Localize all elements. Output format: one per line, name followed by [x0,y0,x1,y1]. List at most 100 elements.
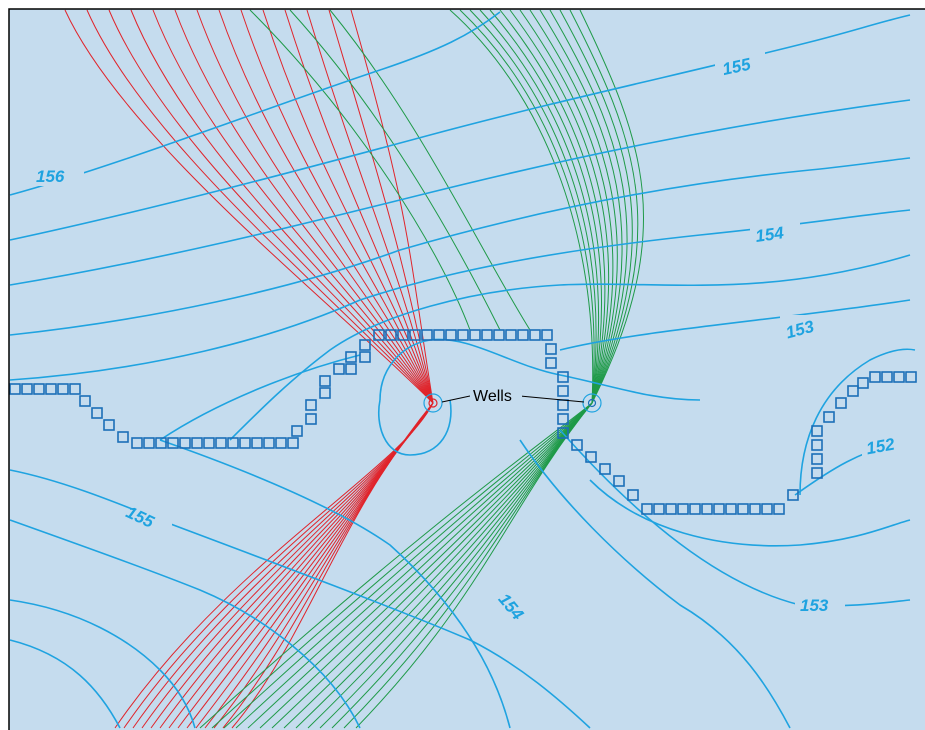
boundary-cell [421,329,433,341]
red-flow-line [262,9,434,404]
boundary-cell [117,431,129,443]
boundary-cell [103,419,115,431]
contour-line [9,599,196,729]
boundary-cell [359,339,371,351]
red-flow-line [152,9,434,404]
boundary-cell [167,437,179,449]
map-frame [8,8,925,730]
green-flow-line [529,9,618,404]
boundary-cell [91,407,103,419]
well-right [587,398,597,408]
boundary-cell [869,371,881,383]
boundary-cell [215,437,227,449]
green-flow-line [469,9,597,404]
boundary-cell [665,503,677,515]
boundary-cell [33,383,45,395]
green-flow-line [199,402,593,729]
boundary-cell [529,329,541,341]
boundary-cell [275,437,287,449]
boundary-cell [345,351,357,363]
contour-label-156: 156 [36,167,65,186]
boundary-cell [79,395,91,407]
contour-line [799,348,916,496]
boundary-cell [385,329,397,341]
boundary-cell [481,329,493,341]
boundary-cell [319,375,331,387]
contour-line [9,157,911,336]
green-flow-line [539,9,623,404]
boundary-cell [191,437,203,449]
boundary-cell [493,329,505,341]
boundary-cell [409,329,421,341]
boundary-cell [641,503,653,515]
red-flow-line [284,9,434,404]
boundary-cell [131,437,143,449]
boundary-cell [179,437,191,449]
boundary-cell [613,475,625,487]
contour-line [589,479,911,547]
well-left [428,398,438,408]
boundary-cell [557,371,569,383]
wells-leader-right [519,395,585,403]
boundary-cell [469,329,481,341]
green-flow-line [559,9,633,404]
boundary-cell [847,385,859,397]
boundary-cell [857,377,869,389]
contour-line [379,338,701,401]
green-flow-line [247,402,593,729]
red-flow-line [231,402,434,729]
green-flow-lines [199,9,645,729]
contour-line [378,399,452,456]
contour-line [559,299,911,351]
boundary-cell [585,451,597,463]
boundary-cell [291,425,303,437]
boundary-cell [811,453,823,465]
green-flow-line [283,402,593,729]
boundary-cell [433,329,445,341]
boundary-cell [893,371,905,383]
boundary-cell [725,503,737,515]
boundary-cell [545,357,557,369]
green-flow-line [459,9,595,404]
boundary-cells [9,329,917,515]
red-flow-line [218,9,434,404]
boundary-cell [571,439,583,451]
boundary-cell [305,413,317,425]
boundary-cell [319,387,331,399]
map-background [9,9,925,730]
red-flow-line [306,9,434,404]
boundary-cell [345,363,357,375]
boundary-cell [143,437,155,449]
contour-line [159,439,511,729]
contour-line [9,519,361,729]
boundary-cell [905,371,917,383]
contour-line [9,99,911,286]
boundary-cell [517,329,529,341]
boundary-cell [541,329,553,341]
boundary-cell [881,371,893,383]
boundary-cell [505,329,517,341]
red-flow-line [350,9,434,404]
green-flow-line [569,9,639,404]
contour-line [519,439,791,729]
boundary-cell [373,329,385,341]
boundary-cell [811,467,823,479]
wells-label: Wells [473,388,512,405]
boundary-cell [557,413,569,425]
boundary-cell [203,437,215,449]
green-flow-line [519,9,614,404]
contour-line [229,254,911,441]
boundary-cell [811,425,823,437]
boundary-cell [761,503,773,515]
boundary-cell [69,383,81,395]
boundary-cell [239,437,251,449]
boundary-cell [653,503,665,515]
contour-label-153-bottom: 153 [800,596,829,615]
green-flow-line [549,9,628,404]
boundary-cell [599,463,611,475]
green-flow-line [499,9,606,404]
contour-line [9,14,911,241]
boundary-cell [773,503,785,515]
boundary-cell [45,383,57,395]
